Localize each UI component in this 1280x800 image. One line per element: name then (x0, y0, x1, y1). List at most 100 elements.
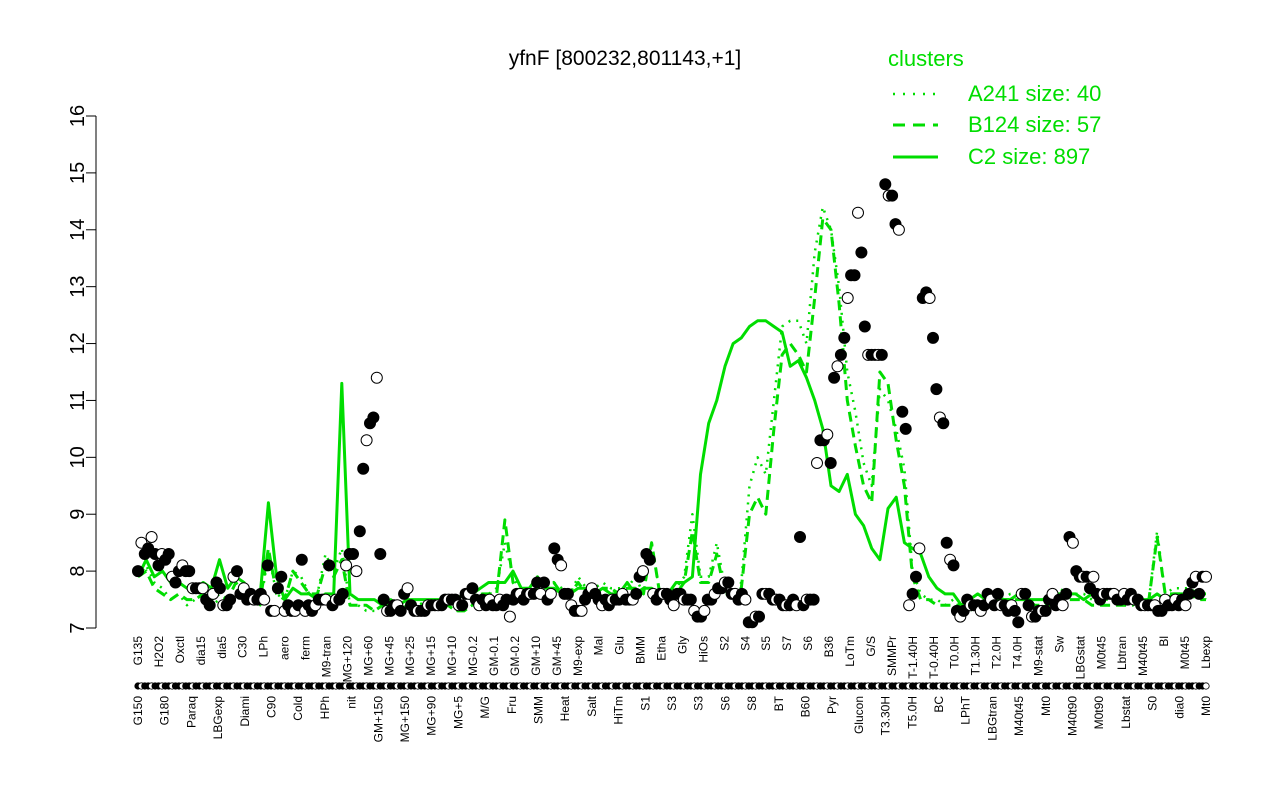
x-tick-label: Etha (655, 636, 669, 661)
x-tick-label: Bl (1157, 636, 1171, 647)
x-tick-label: dia15 (194, 636, 208, 666)
x-rug-mark (1202, 682, 1210, 690)
data-point (271, 582, 284, 595)
data-point (637, 565, 649, 578)
x-tick-label: T-0.40H (927, 636, 941, 679)
data-point (224, 593, 237, 606)
data-point (906, 587, 919, 600)
data-point (353, 525, 366, 538)
points-layer (132, 178, 1212, 629)
data-point (1182, 587, 1195, 600)
x-tick-label: aero (278, 636, 292, 660)
x-tick-label: MG+150 (398, 696, 412, 743)
data-point (575, 604, 588, 617)
data-point (841, 292, 854, 304)
data-point (377, 593, 390, 606)
data-point (213, 582, 226, 595)
x-tick-label: HPh (318, 696, 332, 719)
data-point (1193, 587, 1206, 600)
x-tick-label: dia5 (215, 636, 229, 659)
x-tick-label: dia0 (1172, 696, 1186, 719)
x-tick-label: Mt0 (1199, 696, 1213, 716)
legend-entry-c2: C2 size: 897 (968, 144, 1090, 169)
y-tick-label: 12 (67, 332, 89, 354)
y-tick-label: 7 (67, 622, 89, 633)
series-line-dashed (137, 216, 1206, 613)
x-tick-label: Lbstat (1119, 695, 1133, 728)
x-tick-label: LBGexp (211, 696, 225, 740)
data-point (667, 599, 680, 612)
x-tick-label: BC (932, 696, 946, 713)
data-point (886, 189, 899, 202)
x-tick-label: GM-0.2 (508, 636, 522, 676)
x-tick-label: MG+45 (382, 636, 396, 676)
data-point (930, 383, 943, 396)
data-point (879, 178, 892, 191)
data-point (258, 593, 271, 606)
data-point (698, 604, 711, 617)
data-point (940, 536, 953, 549)
y-tick-label: 8 (67, 566, 89, 577)
data-point (456, 599, 469, 612)
data-point (991, 587, 1004, 600)
x-tick-label: Gly (676, 636, 690, 654)
data-point (1022, 599, 1035, 612)
data-point (838, 331, 851, 344)
data-point (169, 576, 182, 589)
x-tick-label: Lbexp (1199, 636, 1213, 669)
data-point (1087, 570, 1100, 583)
legend-title: clusters (888, 46, 964, 71)
x-tick-label: M0t90 (1092, 696, 1106, 730)
x-tick-label: S7 (780, 636, 794, 651)
y-axis: 7 8 9 10 11 12 13 14 15 16 (67, 105, 97, 634)
data-point (350, 565, 363, 578)
data-point (323, 559, 336, 572)
x-tick-label: Glu (613, 636, 627, 655)
x-tick-label: T0.0H (948, 636, 962, 669)
data-point (1200, 570, 1212, 583)
x-tick-label: HiOs (696, 636, 710, 663)
data-point (848, 269, 861, 282)
legend-entry-b124: B124 size: 57 (968, 112, 1101, 137)
x-tick-label: GM+150 (371, 696, 385, 743)
data-point (374, 548, 387, 560)
data-point (1060, 587, 1073, 600)
x-tick-label: MG+90 (425, 696, 439, 736)
data-point (824, 457, 837, 469)
data-point (753, 610, 765, 623)
x-tick-label: S6 (718, 696, 732, 711)
data-point (858, 320, 871, 333)
x-tick-label: BMM (634, 636, 648, 664)
x-tick-label: G135 (131, 636, 145, 666)
y-tick-label: 15 (67, 162, 89, 184)
x-tick-label: S1 (638, 696, 652, 711)
x-tick-label: B60 (799, 696, 813, 718)
x-tick-label: GM-0.1 (487, 636, 501, 676)
x-tick-label: S3 (692, 696, 706, 711)
data-point (196, 582, 209, 595)
x-tick-label: S6 (801, 636, 815, 651)
x-tick-label: LoTm (843, 636, 857, 667)
x-tick-label: M40t45 (1136, 636, 1150, 676)
x-tick-label: MG-0.2 (466, 636, 480, 676)
x-tick-label: MG+10 (445, 636, 459, 676)
data-point (561, 587, 574, 600)
data-point (1012, 616, 1025, 629)
data-point (394, 604, 407, 617)
data-point (947, 559, 960, 572)
x-tick-label: M40t45 (1012, 696, 1026, 736)
x-tick-label: MG+15 (424, 636, 438, 676)
x-tick-label: ferm (299, 636, 313, 660)
data-point (910, 570, 922, 583)
y-tick-label: 14 (67, 219, 89, 241)
x-tick-label: Fru (505, 696, 519, 714)
data-point (875, 348, 888, 361)
data-point (807, 593, 820, 606)
data-point (275, 570, 288, 583)
x-tick-label: GM+45 (550, 636, 564, 676)
data-point (794, 531, 806, 543)
data-point (1056, 599, 1069, 612)
x-tick-label: T-1.40H (906, 636, 920, 679)
x-tick-label: Paraq (184, 696, 198, 728)
